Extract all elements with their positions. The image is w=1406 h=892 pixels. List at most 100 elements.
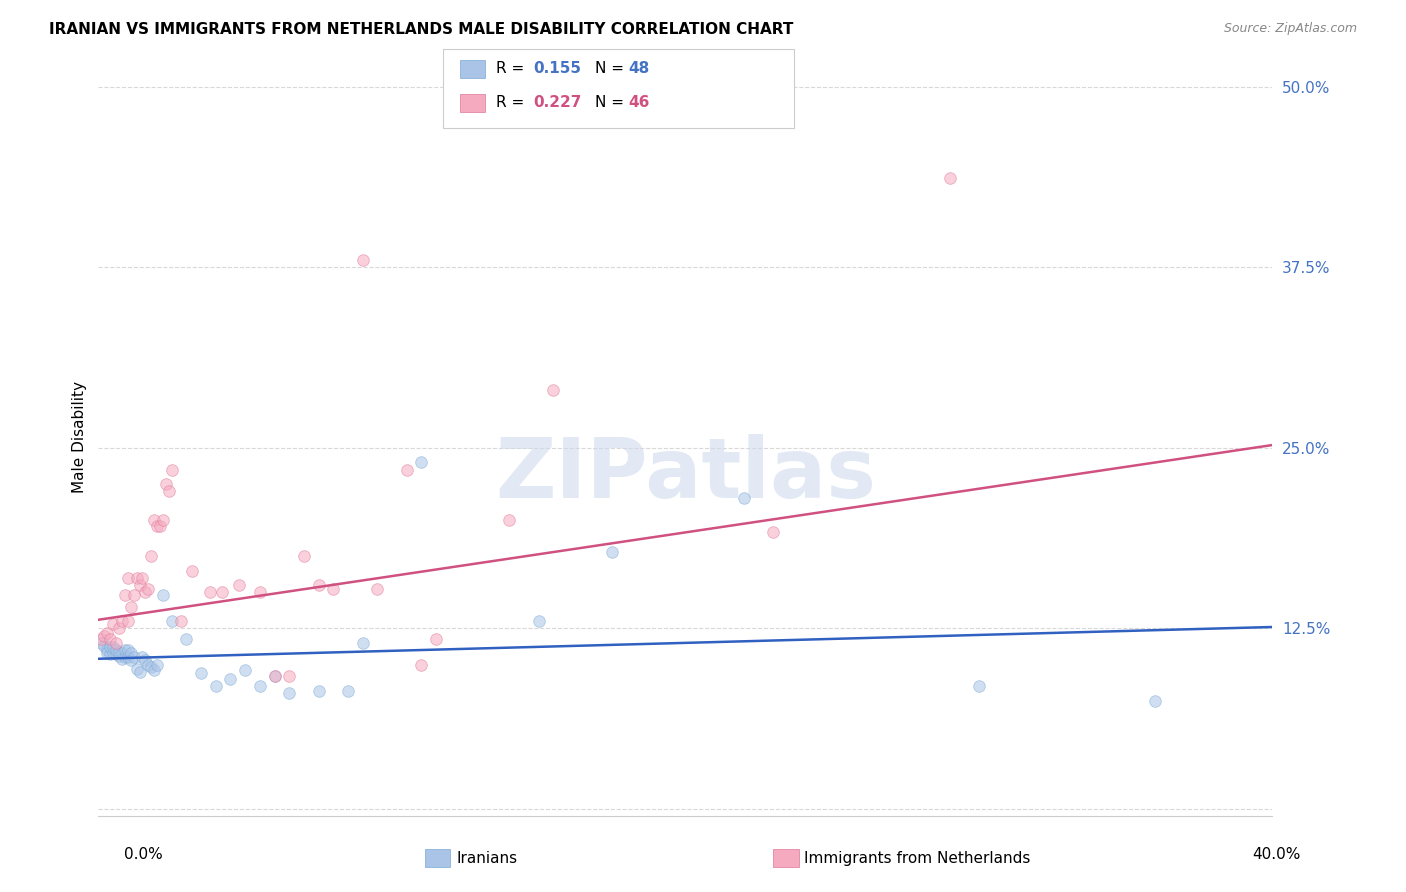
Point: [128, 578, 150, 592]
Point: [90, 632, 112, 646]
Point: [278, 686, 301, 700]
Point: [114, 643, 136, 657]
Point: [111, 646, 134, 660]
Point: [233, 663, 256, 677]
Point: [111, 614, 134, 628]
Point: [205, 679, 228, 693]
Point: [111, 652, 134, 666]
Point: [96, 625, 118, 640]
Point: [105, 643, 128, 657]
Point: [114, 588, 136, 602]
Point: [938, 170, 960, 185]
Point: [336, 683, 359, 698]
Point: [967, 679, 990, 693]
Point: [263, 669, 285, 683]
Point: [249, 585, 271, 599]
Point: [96, 646, 118, 660]
Point: [395, 462, 418, 476]
Text: 46: 46: [628, 95, 650, 110]
Point: [117, 571, 139, 585]
Point: [108, 622, 131, 636]
Point: [98, 640, 121, 655]
Point: [160, 462, 183, 476]
Text: N =: N =: [595, 95, 628, 110]
Point: [98, 648, 121, 662]
Point: [117, 643, 139, 657]
Text: R =: R =: [496, 95, 530, 110]
Text: N =: N =: [595, 62, 628, 76]
Point: [117, 650, 139, 665]
Point: [411, 657, 433, 672]
Point: [733, 491, 755, 506]
Text: 48: 48: [628, 62, 650, 76]
Point: [263, 669, 285, 683]
Text: 40.0%: 40.0%: [1253, 847, 1301, 862]
Point: [90, 636, 112, 650]
Point: [600, 545, 623, 559]
Point: [117, 614, 139, 628]
Point: [278, 669, 301, 683]
Point: [155, 477, 177, 491]
Point: [198, 585, 221, 599]
Point: [308, 683, 330, 698]
Point: [120, 653, 142, 667]
Point: [98, 632, 121, 646]
Point: [543, 383, 565, 397]
Point: [125, 662, 148, 676]
Point: [101, 646, 124, 660]
Point: [1144, 693, 1167, 707]
Text: ZIPatlas: ZIPatlas: [495, 434, 876, 516]
Point: [122, 650, 145, 665]
Text: IRANIAN VS IMMIGRANTS FROM NETHERLANDS MALE DISABILITY CORRELATION CHART: IRANIAN VS IMMIGRANTS FROM NETHERLANDS M…: [49, 22, 793, 37]
Point: [122, 588, 145, 602]
Text: 0.227: 0.227: [533, 95, 581, 110]
Point: [101, 617, 124, 632]
Text: R =: R =: [496, 62, 530, 76]
Point: [176, 632, 198, 646]
Point: [181, 564, 204, 578]
Point: [152, 513, 174, 527]
Point: [190, 666, 212, 681]
Point: [308, 578, 330, 592]
Point: [141, 660, 163, 674]
Point: [169, 614, 191, 628]
Text: Iranians: Iranians: [457, 851, 517, 865]
Point: [527, 614, 550, 628]
Point: [125, 571, 148, 585]
Point: [219, 672, 242, 686]
Point: [131, 571, 153, 585]
Point: [105, 648, 128, 662]
Point: [128, 665, 150, 679]
Point: [108, 648, 131, 663]
Text: Source: ZipAtlas.com: Source: ZipAtlas.com: [1223, 22, 1357, 36]
Point: [120, 599, 142, 614]
Point: [93, 629, 115, 643]
Point: [131, 650, 153, 665]
Point: [143, 513, 166, 527]
Point: [411, 455, 433, 469]
Point: [149, 519, 172, 533]
Point: [160, 614, 183, 628]
Point: [152, 588, 174, 602]
Point: [228, 578, 250, 592]
Point: [143, 663, 166, 677]
Point: [249, 679, 271, 693]
Point: [141, 549, 163, 564]
Point: [120, 646, 142, 660]
Point: [134, 653, 156, 667]
Point: [322, 582, 344, 597]
Y-axis label: Male Disability: Male Disability: [72, 381, 87, 493]
Point: [93, 639, 115, 653]
Point: [136, 582, 159, 597]
Point: [352, 253, 374, 268]
Point: [157, 484, 180, 499]
Point: [146, 657, 169, 672]
Point: [101, 640, 124, 655]
Point: [366, 582, 388, 597]
Text: 0.155: 0.155: [533, 62, 581, 76]
Text: 0.0%: 0.0%: [124, 847, 163, 862]
Point: [146, 519, 169, 533]
Point: [352, 636, 374, 650]
Point: [108, 644, 131, 658]
Point: [105, 636, 128, 650]
